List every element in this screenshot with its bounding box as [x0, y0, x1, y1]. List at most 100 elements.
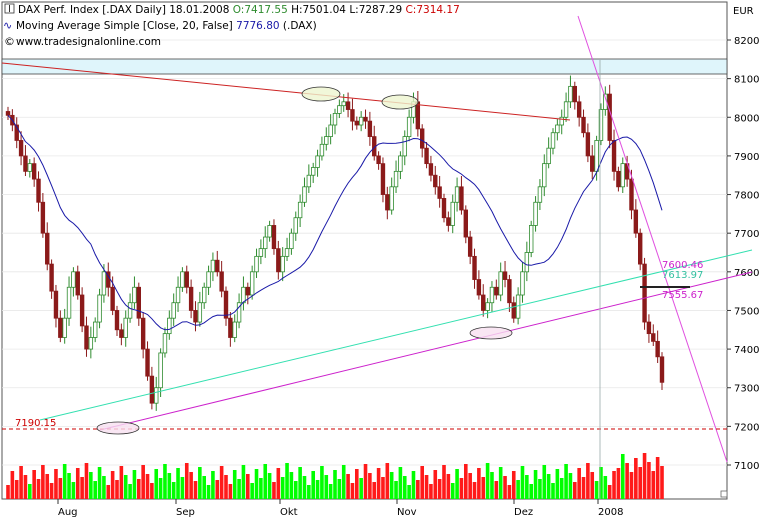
candle-body — [162, 333, 168, 354]
candle-body — [611, 140, 617, 172]
volume-bar — [625, 463, 629, 499]
volume-bar — [211, 471, 215, 499]
candle-body — [132, 286, 137, 304]
volume-bar — [75, 468, 80, 499]
header-title-line: DAX Perf. Index [.DAX Daily] 18.01.2008 … — [18, 4, 460, 16]
y-tick-label-7900: 7900 — [734, 152, 759, 163]
volume-bar — [241, 465, 246, 499]
candle-body — [36, 178, 41, 203]
volume-bar — [359, 478, 363, 499]
volume-bar — [320, 466, 324, 499]
volume-bar — [176, 468, 180, 499]
volume-bar — [215, 480, 220, 499]
volume-bar — [398, 467, 403, 499]
candle-body — [385, 194, 390, 211]
candle-body — [219, 271, 224, 292]
candle-body — [393, 170, 399, 188]
candle-body — [140, 317, 146, 350]
volume-bar — [446, 474, 451, 499]
volume-bar — [32, 470, 36, 499]
volume-bar — [298, 467, 302, 499]
x-tick-label-0: Aug — [58, 507, 78, 518]
candle-body — [123, 317, 128, 338]
candle-body — [616, 170, 621, 188]
volume-bar — [80, 477, 84, 499]
volume-bar — [437, 479, 442, 499]
volume-bar — [647, 462, 651, 499]
candle-body — [84, 325, 89, 350]
candle-body — [380, 163, 386, 195]
candle-body — [241, 286, 246, 304]
volume-bar — [376, 468, 381, 499]
volume-bar — [198, 467, 202, 499]
volume-bar — [494, 481, 499, 499]
volume-bar — [93, 481, 97, 499]
candle-body — [437, 186, 442, 199]
volume-bar — [634, 458, 638, 499]
volume-bar — [71, 482, 76, 499]
grid-lines — [2, 39, 727, 466]
volume-bar — [289, 472, 294, 499]
candle-body — [481, 294, 486, 311]
x-tick-label-3: Nov — [397, 507, 417, 518]
plot-area — [1, 1, 728, 500]
y-tick-label-7700: 7700 — [734, 229, 759, 240]
candles — [5, 75, 665, 411]
candle-body — [53, 290, 59, 319]
volume-bar — [577, 468, 581, 499]
volume-bar — [224, 475, 228, 499]
candle-body — [415, 101, 421, 130]
volume-bar — [481, 477, 486, 499]
volume-bar — [416, 480, 420, 499]
candle-body — [310, 167, 316, 176]
volume-bar — [638, 467, 642, 499]
candle-body — [563, 101, 569, 118]
volume-bar — [246, 474, 250, 499]
currency-label: EUR — [733, 6, 754, 17]
resize-grip-icon[interactable] — [720, 490, 728, 498]
volume-bar — [206, 485, 211, 499]
candle-body — [127, 302, 133, 319]
candle-body — [594, 140, 599, 172]
candle-body — [136, 286, 141, 319]
candle-body — [651, 333, 656, 342]
candle-body — [476, 279, 482, 296]
candle-body — [428, 163, 434, 176]
support-magenta-trendline — [99, 271, 753, 431]
volume-bar — [433, 470, 438, 499]
volume-bar — [58, 478, 63, 499]
ma-icon: ∿ — [3, 19, 12, 32]
top-ellipse-1 — [301, 86, 341, 102]
candle-body — [389, 186, 394, 211]
volume-bar — [490, 472, 494, 499]
volume-bar — [564, 464, 568, 499]
candle-body — [502, 271, 508, 280]
volume-bar — [485, 463, 490, 499]
top-ellipse-2 — [381, 94, 419, 110]
candle-body — [289, 232, 294, 250]
volume-bar — [67, 473, 71, 499]
candle-body — [45, 232, 50, 265]
volume-bar — [546, 474, 551, 499]
candle-body — [433, 174, 438, 188]
candle-body — [306, 174, 312, 188]
volume-bar — [385, 463, 390, 499]
candle-body — [568, 85, 573, 103]
header-ma-label: Moving Average Simple [Close, 20, False] — [16, 20, 233, 32]
x-tick-label-5: 2008 — [598, 507, 623, 518]
candle-body — [607, 93, 612, 141]
volume-bar — [341, 465, 346, 499]
candle-body — [328, 124, 333, 137]
ma20-line — [7, 114, 663, 331]
candle-body — [215, 259, 220, 273]
y-tick-label-7200: 7200 — [734, 422, 759, 433]
volume-bar — [272, 482, 276, 499]
volume-bar — [511, 471, 516, 499]
volume-bar — [137, 479, 141, 499]
candle-body — [341, 101, 346, 107]
volume-bar — [581, 477, 586, 499]
candle-body — [158, 352, 163, 389]
moving-average-20 — [7, 114, 663, 331]
volume-bar — [529, 484, 533, 499]
volume-bar — [464, 464, 468, 499]
